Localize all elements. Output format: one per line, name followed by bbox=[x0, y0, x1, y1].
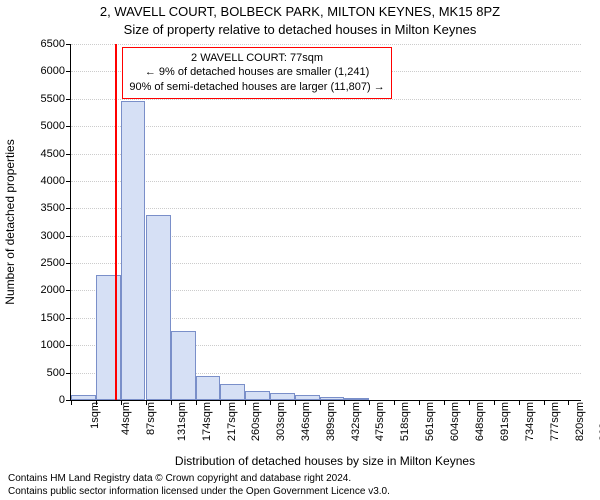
y-tick-label: 6000 bbox=[5, 65, 65, 77]
histogram-bar bbox=[344, 398, 369, 400]
x-tick-label: 432sqm bbox=[350, 402, 362, 441]
x-tick-label: 389sqm bbox=[325, 402, 337, 441]
x-tick-mark bbox=[369, 400, 370, 405]
x-tick-label: 518sqm bbox=[399, 402, 411, 441]
histogram-bar bbox=[121, 101, 146, 400]
x-tick-mark bbox=[96, 400, 97, 405]
y-tick-mark bbox=[66, 99, 71, 100]
y-tick-label: 5500 bbox=[5, 93, 65, 105]
y-tick-label: 2500 bbox=[5, 257, 65, 269]
x-tick-label: 691sqm bbox=[499, 402, 511, 441]
y-tick-mark bbox=[66, 181, 71, 182]
footer: Contains HM Land Registry data © Crown c… bbox=[8, 473, 390, 498]
y-tick-label: 1000 bbox=[5, 339, 65, 351]
x-tick-label: 346sqm bbox=[300, 402, 312, 441]
x-tick-mark bbox=[196, 400, 197, 405]
y-tick-label: 4000 bbox=[5, 175, 65, 187]
x-tick-label: 1sqm bbox=[89, 402, 101, 429]
title-line-1: 2, WAVELL COURT, BOLBECK PARK, MILTON KE… bbox=[0, 4, 600, 19]
x-tick-mark bbox=[444, 400, 445, 405]
histogram-bar bbox=[171, 331, 196, 400]
y-tick-label: 1500 bbox=[5, 312, 65, 324]
histogram-bar bbox=[320, 397, 345, 400]
y-tick-mark bbox=[66, 373, 71, 374]
y-tick-mark bbox=[66, 208, 71, 209]
x-tick-mark bbox=[419, 400, 420, 405]
gridline bbox=[71, 154, 581, 155]
x-tick-label: 87sqm bbox=[145, 402, 157, 435]
x-tick-mark bbox=[220, 400, 221, 405]
y-tick-mark bbox=[66, 290, 71, 291]
property-marker-line bbox=[115, 44, 117, 400]
histogram-bar bbox=[196, 376, 221, 400]
x-tick-mark bbox=[146, 400, 147, 405]
y-tick-label: 500 bbox=[5, 367, 65, 379]
annotation-line: ← 9% of detached houses are smaller (1,2… bbox=[129, 65, 384, 80]
histogram-bar bbox=[245, 391, 270, 400]
x-tick-label: 820sqm bbox=[574, 402, 586, 441]
y-tick-label: 6500 bbox=[5, 38, 65, 50]
gridline bbox=[71, 44, 581, 45]
x-tick-mark bbox=[245, 400, 246, 405]
gridline bbox=[71, 208, 581, 209]
y-tick-mark bbox=[66, 318, 71, 319]
y-tick-label: 3500 bbox=[5, 202, 65, 214]
x-tick-label: 174sqm bbox=[201, 402, 213, 441]
x-tick-mark bbox=[494, 400, 495, 405]
annotation-box: 2 WAVELL COURT: 77sqm← 9% of detached ho… bbox=[122, 47, 391, 100]
y-tick-mark bbox=[66, 263, 71, 264]
gridline bbox=[71, 181, 581, 182]
y-tick-mark bbox=[66, 154, 71, 155]
y-tick-mark bbox=[66, 71, 71, 72]
y-axis-label: Number of detached properties bbox=[3, 139, 17, 304]
x-tick-mark bbox=[121, 400, 122, 405]
y-tick-mark bbox=[66, 345, 71, 346]
x-tick-label: 648sqm bbox=[474, 402, 486, 441]
y-tick-label: 2000 bbox=[5, 284, 65, 296]
annotation-line: 90% of semi-detached houses are larger (… bbox=[129, 80, 384, 95]
histogram-bar bbox=[220, 384, 245, 400]
x-tick-mark bbox=[344, 400, 345, 405]
histogram-bar bbox=[146, 215, 171, 400]
x-tick-label: 44sqm bbox=[120, 402, 132, 435]
x-tick-label: 131sqm bbox=[176, 402, 188, 441]
x-tick-label: 475sqm bbox=[375, 402, 387, 441]
x-tick-label: 734sqm bbox=[524, 402, 536, 441]
x-tick-mark bbox=[270, 400, 271, 405]
x-tick-label: 217sqm bbox=[226, 402, 238, 441]
x-tick-mark bbox=[469, 400, 470, 405]
footer-line-2: Contains public sector information licen… bbox=[8, 486, 390, 499]
x-tick-label: 777sqm bbox=[549, 402, 561, 441]
x-tick-mark bbox=[544, 400, 545, 405]
y-tick-label: 3000 bbox=[5, 230, 65, 242]
x-tick-mark bbox=[519, 400, 520, 405]
y-tick-mark bbox=[66, 44, 71, 45]
y-tick-mark bbox=[66, 236, 71, 237]
figure: 2, WAVELL COURT, BOLBECK PARK, MILTON KE… bbox=[0, 0, 600, 500]
gridline bbox=[71, 126, 581, 127]
x-tick-mark bbox=[320, 400, 321, 405]
plot-area: 1sqm44sqm87sqm131sqm174sqm217sqm260sqm30… bbox=[70, 44, 581, 401]
x-tick-label: 260sqm bbox=[251, 402, 263, 441]
x-tick-mark bbox=[71, 400, 72, 405]
x-tick-mark bbox=[295, 400, 296, 405]
footer-line-1: Contains HM Land Registry data © Crown c… bbox=[8, 473, 390, 486]
x-tick-label: 604sqm bbox=[449, 402, 461, 441]
annotation-line: 2 WAVELL COURT: 77sqm bbox=[129, 51, 384, 66]
x-tick-mark bbox=[568, 400, 569, 405]
histogram-bar bbox=[295, 395, 320, 400]
y-tick-label: 5000 bbox=[5, 120, 65, 132]
histogram-bar bbox=[270, 393, 295, 400]
y-tick-label: 4500 bbox=[5, 148, 65, 160]
title-line-2: Size of property relative to detached ho… bbox=[0, 22, 600, 37]
histogram-bar bbox=[96, 275, 121, 400]
histogram-bar bbox=[71, 395, 96, 400]
x-tick-label: 303sqm bbox=[275, 402, 287, 441]
x-tick-label: 561sqm bbox=[424, 402, 436, 441]
x-axis-label: Distribution of detached houses by size … bbox=[70, 454, 580, 468]
y-tick-mark bbox=[66, 126, 71, 127]
y-tick-label: 0 bbox=[5, 394, 65, 406]
x-tick-mark bbox=[394, 400, 395, 405]
x-tick-mark bbox=[171, 400, 172, 405]
